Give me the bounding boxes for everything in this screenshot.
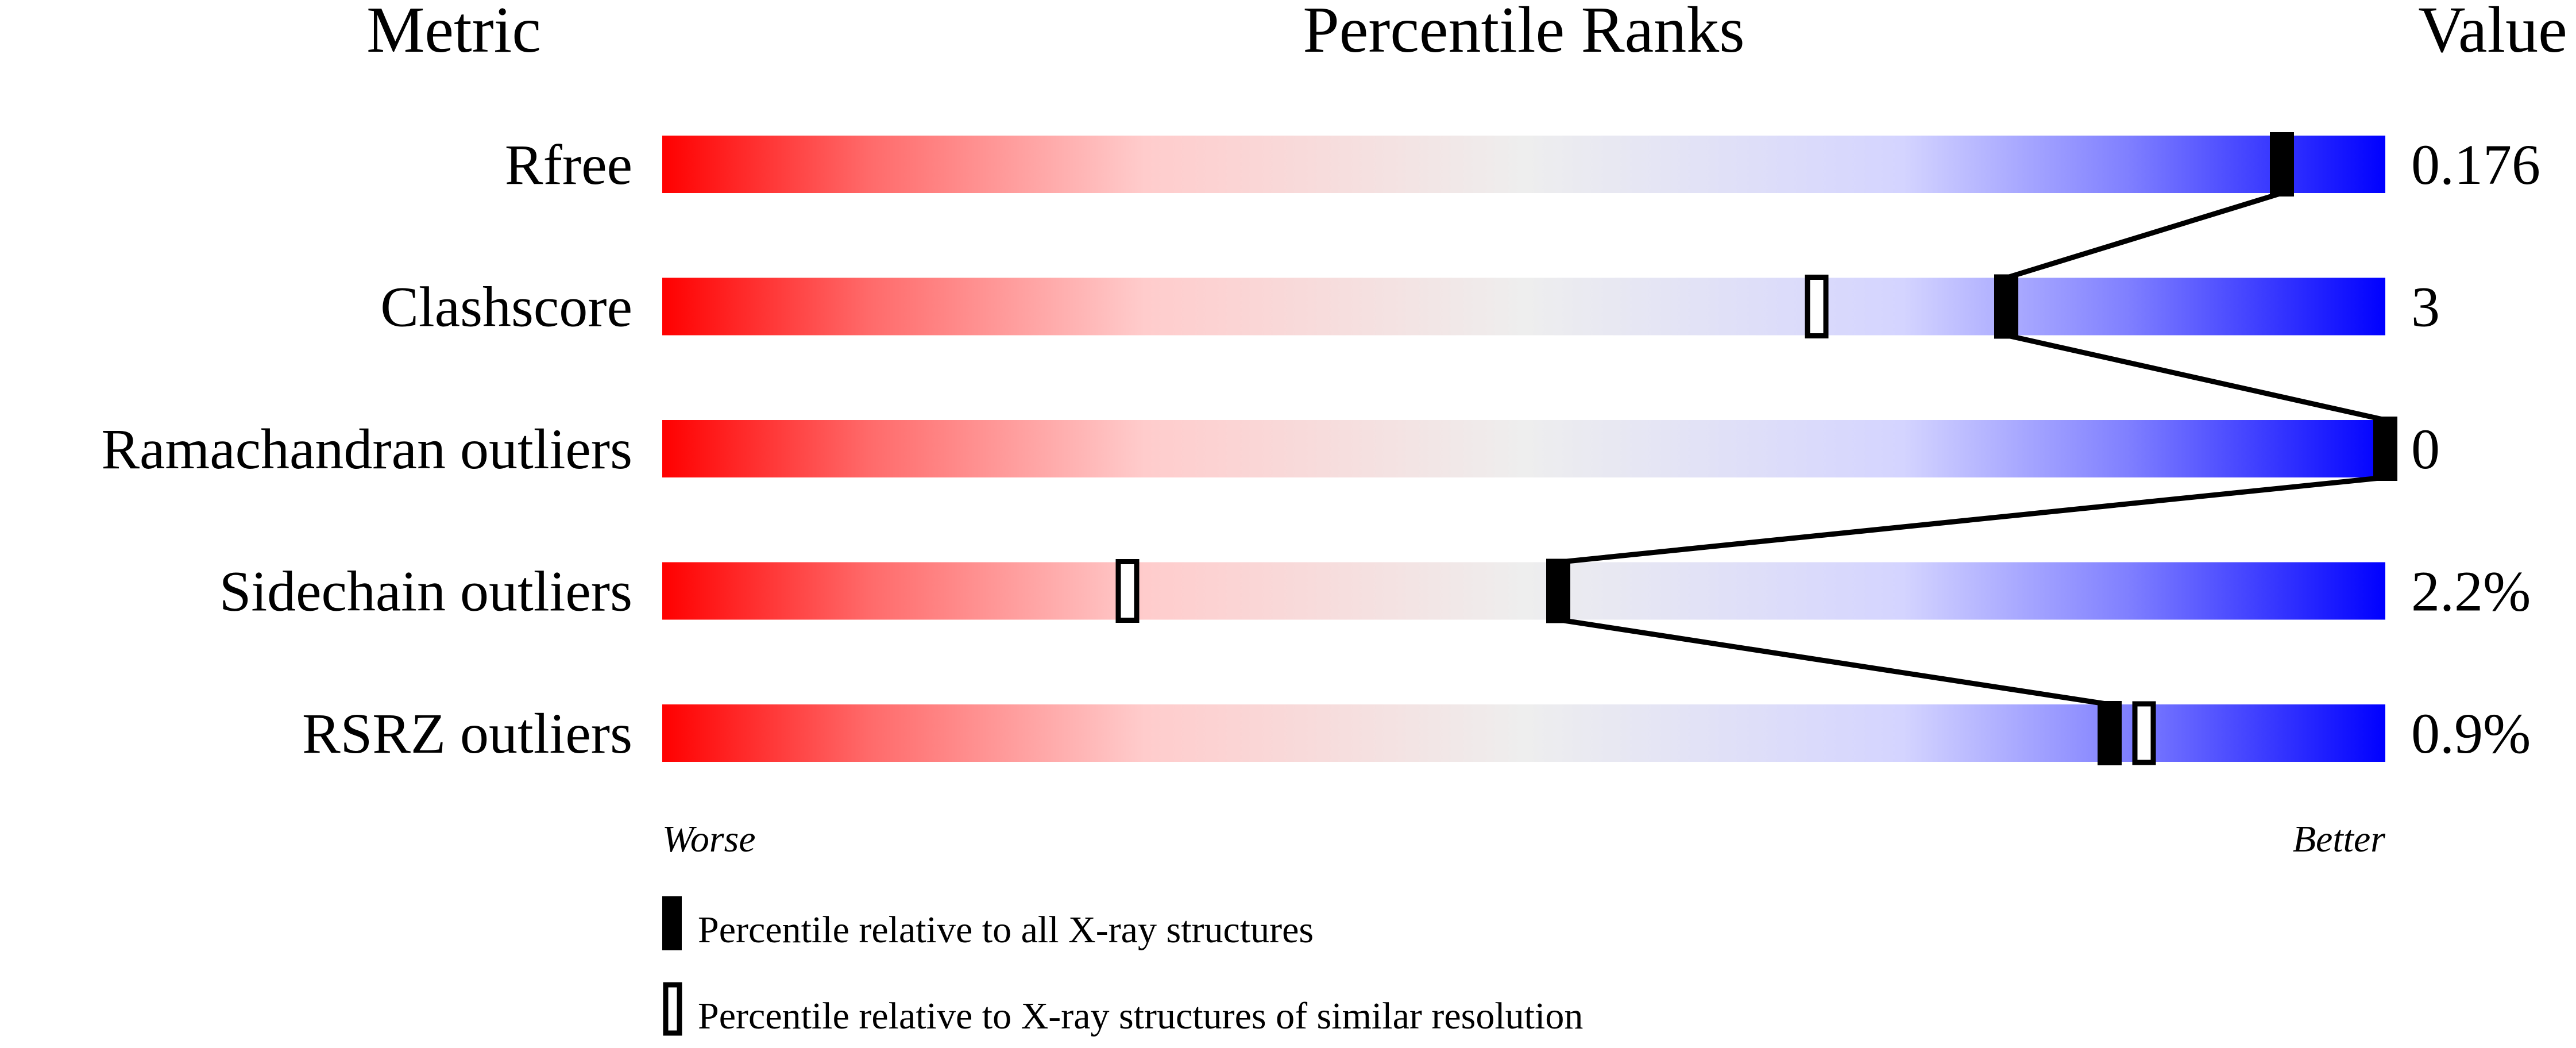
- connector-line: [2006, 333, 2386, 423]
- percentile-bar: [662, 562, 2385, 620]
- metric-value: 0: [2411, 417, 2440, 481]
- connector-line: [1558, 617, 2110, 707]
- metric-label: Ramachandran outliers: [101, 417, 632, 481]
- header-value: Value: [2418, 0, 2567, 66]
- marker-similar-resolution: [2132, 701, 2156, 765]
- marker-all-structures: [2098, 701, 2122, 765]
- header-percentile-ranks: Percentile Ranks: [1303, 0, 1744, 66]
- marker-similar-resolution: [1805, 275, 1829, 338]
- connector-line: [2005, 190, 2283, 280]
- metric-label: RSRZ outliers: [302, 702, 632, 765]
- marker-all-structures: [1546, 558, 1570, 623]
- metric-label: Clashscore: [380, 275, 632, 339]
- metric-value: 0.176: [2411, 133, 2540, 196]
- metric-value: 0.9%: [2411, 702, 2531, 765]
- marker-all-structures: [2373, 417, 2397, 481]
- percentile-bar: [662, 420, 2385, 477]
- metric-label: Sidechain outliers: [219, 560, 632, 623]
- marker-all-structures: [1994, 274, 2018, 339]
- axis-label-worse: Worse: [662, 818, 756, 860]
- marker-similar-resolution: [1115, 559, 1140, 623]
- legend-label-similar: Percentile relative to X-ray structures …: [698, 995, 1583, 1037]
- axis-label-better: Better: [2293, 818, 2386, 860]
- percentile-bar: [662, 278, 2385, 336]
- percentile-bar: [662, 704, 2385, 762]
- metric-label: Rfree: [505, 133, 632, 196]
- legend-marker-similar: [663, 982, 682, 1036]
- legend-label-all: Percentile relative to all X-ray structu…: [698, 909, 1314, 951]
- metric-value: 2.2%: [2411, 560, 2531, 623]
- metric-value: 3: [2411, 275, 2440, 339]
- marker-all-structures: [2270, 132, 2294, 196]
- header-metric: Metric: [366, 0, 541, 66]
- connector-line: [1558, 475, 2386, 565]
- legend-marker-all: [662, 896, 682, 950]
- percentile-bar: [662, 136, 2385, 193]
